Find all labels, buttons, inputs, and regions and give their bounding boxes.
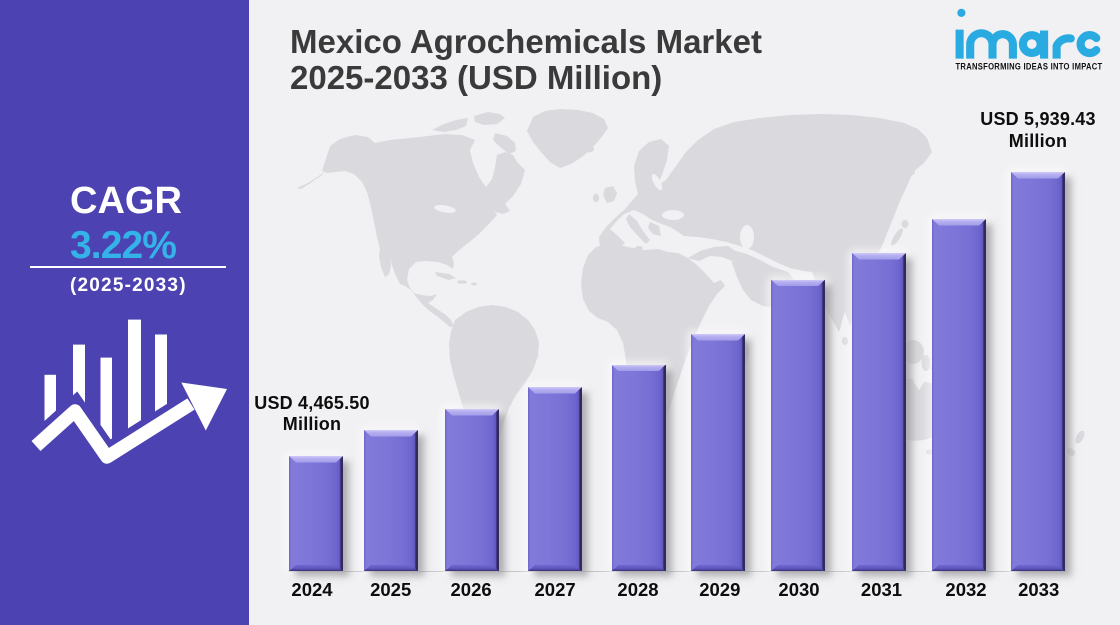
svg-text:TRANSFORMING IDEAS INTO IMPACT: TRANSFORMING IDEAS INTO IMPACT: [956, 61, 1103, 71]
